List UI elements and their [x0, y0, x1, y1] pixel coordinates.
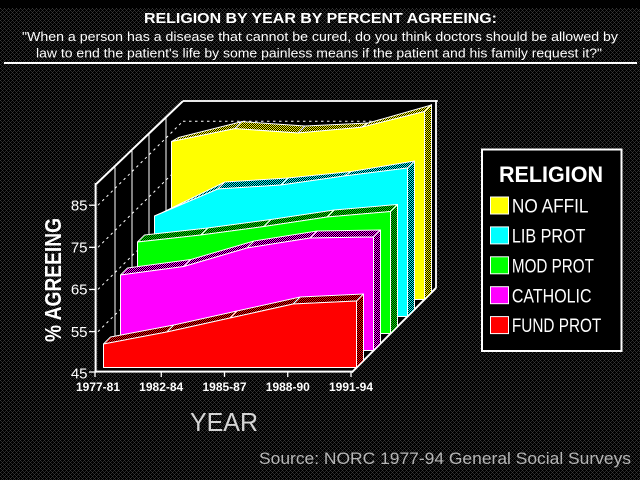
svg-text:RELIGION: RELIGION — [499, 162, 603, 187]
svg-text:law to end the patient's life: law to end the patient's life by some pa… — [36, 47, 602, 61]
svg-text:% AGREEING: % AGREEING — [40, 218, 66, 342]
svg-text:Source: NORC 1977-94 General S: Source: NORC 1977-94 General Social Surv… — [259, 449, 631, 468]
svg-text:1988-90: 1988-90 — [266, 380, 310, 394]
svg-text:RELIGION BY YEAR BY PERCENT AG: RELIGION BY YEAR BY PERCENT AGREEING: — [144, 11, 497, 27]
svg-text:1982-84: 1982-84 — [139, 380, 183, 394]
svg-text:MOD PROT: MOD PROT — [512, 255, 594, 277]
svg-text:85: 85 — [71, 197, 88, 214]
svg-text:45: 45 — [71, 366, 88, 383]
svg-text:65: 65 — [71, 282, 88, 299]
svg-text:55: 55 — [71, 324, 88, 341]
svg-text:LIB PROT: LIB PROT — [512, 226, 586, 248]
svg-text:NO AFFIL: NO AFFIL — [512, 196, 589, 218]
svg-text:YEAR: YEAR — [190, 407, 258, 437]
svg-text:75: 75 — [71, 240, 88, 257]
svg-text:"When a person has a disease t: "When a person has a disease that cannot… — [22, 30, 619, 44]
svg-text:1985-87: 1985-87 — [202, 380, 246, 394]
svg-text:CATHOLIC: CATHOLIC — [512, 285, 592, 307]
svg-text:1977-81: 1977-81 — [76, 380, 120, 394]
svg-text:1991-94: 1991-94 — [329, 380, 373, 394]
svg-text:FUND PROT: FUND PROT — [512, 315, 601, 337]
